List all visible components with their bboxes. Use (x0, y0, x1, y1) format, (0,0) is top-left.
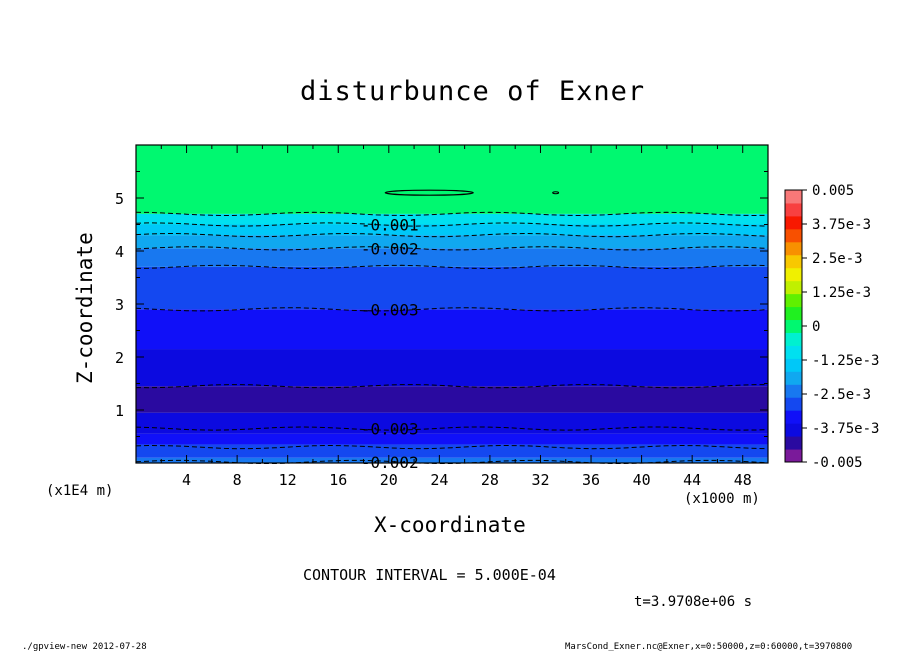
heatmap-band (136, 412, 768, 434)
colorbar-swatch (785, 410, 802, 424)
heatmap-band (136, 145, 768, 214)
heatmap-band (136, 386, 768, 413)
heatmap-band (136, 266, 768, 310)
x-tick-label: 36 (582, 471, 600, 489)
colorbar-swatch (785, 397, 802, 411)
heatmap-band (136, 224, 768, 236)
contour-line (135, 426, 769, 431)
colorbar-label: -1.25e-3 (812, 353, 879, 369)
x-tick-label: 40 (633, 471, 651, 489)
x-tick-label: 4 (182, 471, 191, 489)
x-tick-label: 48 (734, 471, 752, 489)
colorbar-swatch (785, 332, 802, 346)
time-stamp-text: t=3.9708e+06 s (634, 594, 753, 610)
colorbar-label: 0.005 (812, 183, 854, 199)
contour-line (135, 222, 769, 227)
heatmap-band (136, 309, 768, 350)
chart-title: disturbunce of Exner (300, 76, 646, 107)
colorbar-swatch (785, 254, 802, 269)
colorbar-swatch (785, 358, 802, 372)
contour-line (135, 211, 769, 217)
contour-line (135, 307, 769, 312)
colorbar-swatch (785, 228, 802, 243)
colorbar-swatch (785, 190, 802, 204)
contour-loop (384, 189, 474, 196)
colorbar-swatch (785, 371, 802, 385)
contour-line (135, 444, 769, 450)
colorbar-swatch (785, 215, 802, 230)
x-tick-label: 32 (531, 471, 549, 489)
colorbar-label: -3.75e-3 (812, 421, 879, 437)
x-tick-label: 28 (481, 471, 499, 489)
x-axis-unit-label: (x1000 m) (684, 491, 760, 507)
colorbar-label: -0.005 (812, 455, 863, 471)
contour-loop-small (552, 191, 560, 195)
colorbar-label: -2.5e-3 (812, 387, 871, 403)
colorbar-swatch (785, 345, 802, 359)
heatmap-band (136, 433, 768, 445)
heatmap-band (136, 213, 768, 225)
colorbar-swatch (785, 202, 802, 217)
contour-label: -0.003 (361, 420, 419, 439)
colorbar-label: 3.75e-3 (812, 217, 871, 233)
x-tick-label: 8 (233, 471, 242, 489)
x-tick-label: 24 (430, 471, 448, 489)
x-tick-label: 44 (683, 471, 701, 489)
y-tick-label: 3 (115, 296, 124, 314)
colorbar-swatch (785, 319, 802, 333)
colorbar-swatch (785, 241, 802, 256)
contour-label: -0.002 (361, 239, 419, 258)
heatmap-band (136, 235, 768, 249)
y-tick-label: 4 (115, 243, 124, 261)
heatmap-band (136, 349, 768, 387)
contour-label: -0.003 (361, 300, 419, 319)
colorbar-swatch (785, 306, 802, 321)
colorbar-swatch (785, 267, 802, 282)
colorbar-swatch (785, 384, 802, 398)
x-tick-label: 20 (380, 471, 398, 489)
colorbar-swatch (785, 423, 802, 437)
colorbar-swatch (785, 449, 802, 463)
heatmap-band (136, 444, 768, 458)
contour-line (135, 264, 769, 270)
contour-label: -0.001 (361, 216, 419, 235)
colorbar-label: 1.25e-3 (812, 285, 871, 301)
colorbar-swatch (785, 280, 802, 295)
y-tick-label: 2 (115, 349, 124, 367)
colorbar-swatch (785, 293, 802, 308)
colorbar-label: 2.5e-3 (812, 251, 863, 267)
y-axis-label: Z-coordinate (73, 232, 97, 384)
heatmap-band (136, 457, 768, 463)
colorbar-label: 0 (812, 319, 820, 335)
contour-line (135, 246, 769, 251)
contour-line (135, 232, 769, 238)
x-tick-label: 12 (279, 471, 297, 489)
x-tick-label: 16 (329, 471, 347, 489)
contour-line (135, 384, 768, 389)
x-axis-label: X-coordinate (374, 513, 526, 537)
colorbar-swatch (785, 436, 802, 450)
contour-interval-text: CONTOUR INTERVAL = 5.000E-04 (303, 566, 556, 584)
y-axis-unit-label: (x1E4 m) (46, 483, 114, 499)
heatmap-band (136, 248, 768, 267)
y-tick-label: 5 (115, 190, 124, 208)
footer-data-source: MarsCond_Exner.nc@Exner,x=0:50000,z=0:60… (565, 642, 853, 652)
footer-program-info: ./gpview-new 2012-07-28 (22, 642, 147, 652)
y-tick-label: 1 (115, 402, 124, 420)
